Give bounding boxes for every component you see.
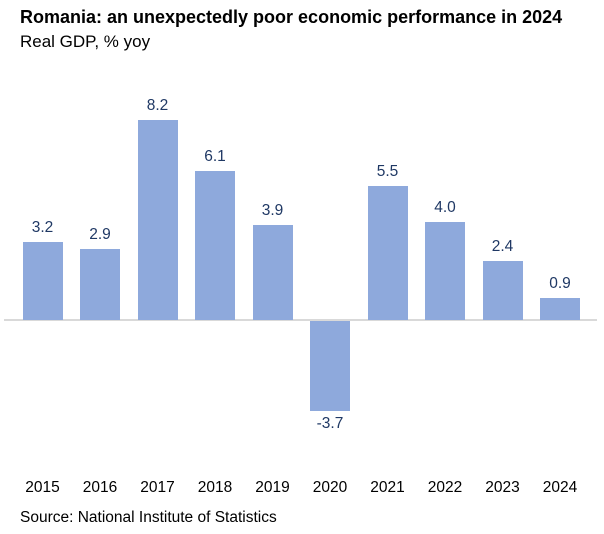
value-label: 6.1 bbox=[204, 148, 226, 166]
chart-title: Romania: an unexpectedly poor economic p… bbox=[20, 7, 563, 27]
value-label: 5.5 bbox=[376, 162, 399, 180]
bar bbox=[425, 222, 465, 320]
bar bbox=[482, 261, 523, 320]
bar bbox=[195, 171, 235, 320]
value-label: 0.9 bbox=[549, 275, 571, 293]
value-label: 2.9 bbox=[89, 226, 111, 244]
bar bbox=[310, 321, 350, 412]
x-axis-label: 2023 bbox=[485, 479, 520, 496]
x-axis-label: 2020 bbox=[312, 479, 348, 496]
source-note: Source: National Institute of Statistics bbox=[20, 509, 277, 526]
value-label: 4.0 bbox=[434, 199, 456, 217]
x-axis-label: 2017 bbox=[140, 479, 175, 496]
x-axis-label: 2021 bbox=[370, 479, 405, 496]
bar bbox=[367, 185, 408, 320]
value-label: 2.4 bbox=[491, 238, 514, 256]
value-label: 3.9 bbox=[261, 201, 284, 219]
bar bbox=[252, 224, 293, 320]
x-axis-label: 2019 bbox=[255, 479, 290, 496]
bar bbox=[80, 249, 120, 320]
value-label: 3.2 bbox=[31, 218, 54, 236]
value-label: 8.2 bbox=[146, 96, 169, 114]
x-axis-label: 2018 bbox=[197, 479, 233, 496]
x-axis-label: 2022 bbox=[427, 479, 463, 496]
bar bbox=[22, 241, 63, 320]
bar bbox=[540, 298, 580, 320]
chart-subtitle: Real GDP, % yoy bbox=[20, 32, 151, 51]
x-axis-label: 2016 bbox=[82, 479, 118, 496]
x-axis-label: 2015 bbox=[25, 479, 60, 496]
x-axis-label: 2024 bbox=[542, 479, 578, 496]
bar bbox=[137, 119, 178, 320]
value-label: -3.7 bbox=[316, 415, 344, 433]
zero-axis-line bbox=[4, 319, 597, 321]
